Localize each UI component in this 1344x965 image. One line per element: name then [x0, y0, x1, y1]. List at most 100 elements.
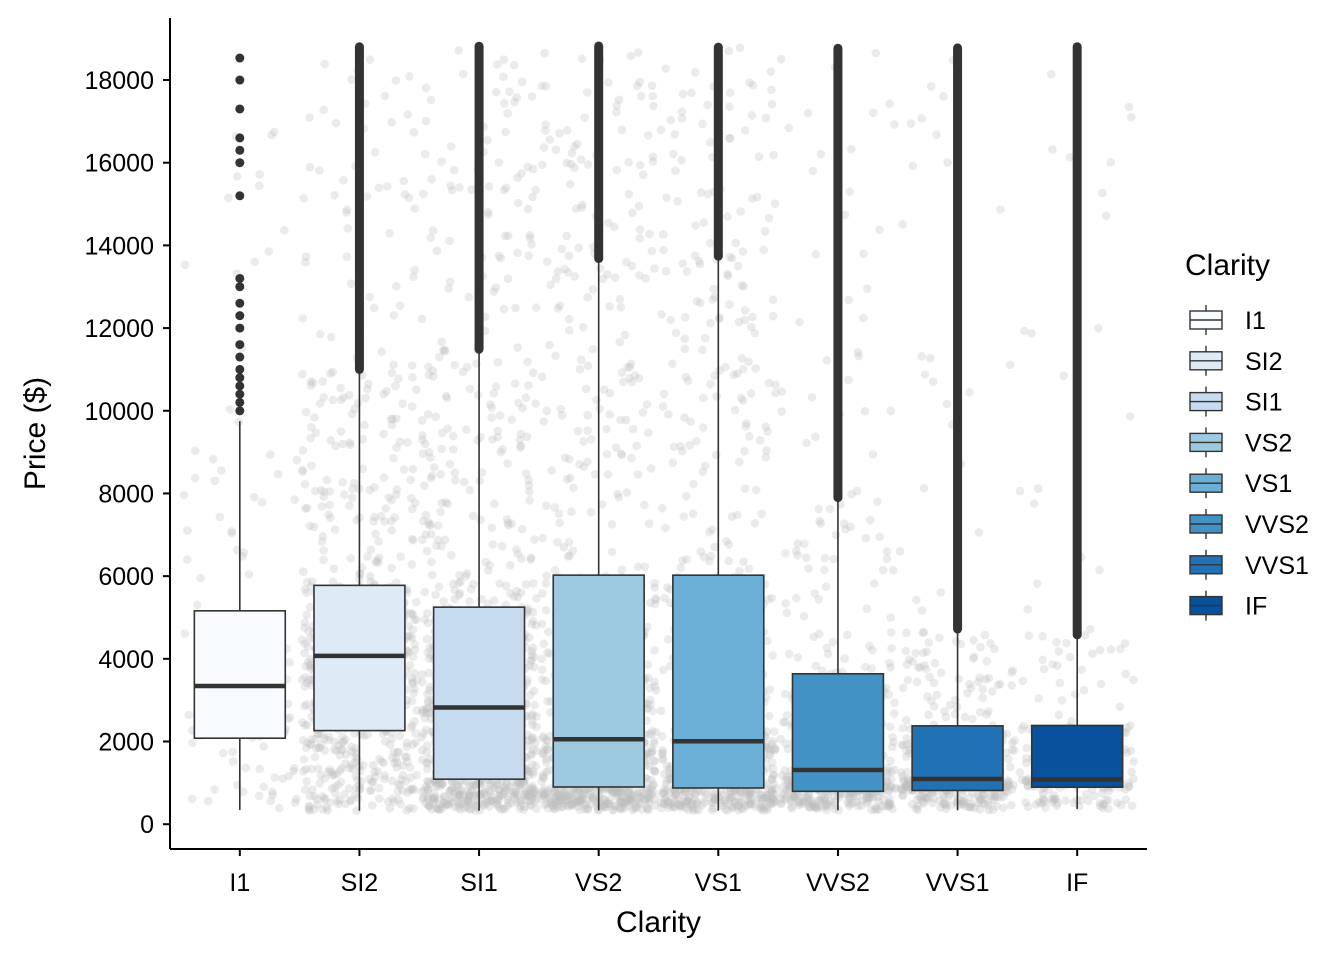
jitter-point	[778, 771, 787, 780]
jitter-point	[478, 799, 488, 809]
jitter-point	[429, 788, 439, 797]
jitter-point	[465, 781, 475, 791]
jitter-point	[650, 682, 660, 691]
jitter-point	[1104, 795, 1113, 805]
jitter-point	[559, 542, 569, 552]
jitter-point	[406, 723, 416, 732]
jitter-point	[484, 566, 493, 575]
jitter-point	[743, 796, 753, 805]
jitter-point	[425, 521, 434, 530]
jitter-point	[731, 238, 740, 248]
jitter-point	[890, 784, 900, 794]
jitter-point	[351, 748, 360, 758]
jitter-point	[793, 790, 802, 799]
jitter-point	[1067, 716, 1076, 726]
jitter-point	[470, 798, 480, 808]
jitter-point	[777, 387, 786, 396]
jitter-point	[468, 511, 478, 521]
jitter-point	[882, 547, 892, 556]
jitter-point	[521, 789, 530, 799]
jitter-point	[692, 296, 702, 306]
jitter-point	[336, 745, 346, 755]
jitter-point	[614, 95, 624, 105]
jitter-point	[747, 796, 756, 805]
outlier-point	[235, 191, 245, 201]
jitter-point	[650, 801, 660, 810]
jitter-point	[209, 455, 218, 464]
jitter-point	[424, 696, 433, 706]
jitter-point	[742, 788, 751, 797]
jitter-point	[646, 700, 655, 709]
jitter-point	[437, 780, 447, 789]
jitter-point	[311, 428, 321, 438]
jitter-point	[580, 113, 589, 122]
jitter-point	[448, 445, 458, 454]
jitter-point	[978, 693, 987, 702]
jitter-point	[421, 708, 431, 717]
jitter-point	[423, 410, 433, 419]
jitter-point	[520, 802, 529, 811]
x-tick-label: SI2	[341, 869, 379, 897]
jitter-point	[660, 784, 669, 794]
jitter-point	[677, 155, 686, 165]
jitter-point	[898, 220, 908, 229]
jitter-point	[666, 315, 676, 325]
jitter-point	[419, 793, 428, 802]
jitter-point	[380, 91, 390, 101]
jitter-point	[800, 539, 809, 549]
jitter-point	[678, 790, 688, 800]
jitter-point	[628, 424, 638, 434]
jitter-point	[408, 464, 418, 474]
jitter-point	[650, 736, 659, 745]
jitter-point	[928, 377, 938, 387]
jitter-point	[424, 708, 434, 718]
jitter-point	[319, 555, 328, 565]
jitter-point	[537, 619, 547, 629]
jitter-point	[852, 792, 862, 801]
jitter-point	[542, 257, 552, 266]
jitter-point	[411, 738, 421, 747]
jitter-point	[394, 747, 403, 757]
legend-item-SI1: SI1	[1189, 386, 1283, 417]
jitter-point	[969, 654, 978, 663]
jitter-point	[873, 497, 882, 507]
jitter-point	[740, 800, 749, 810]
jitter-point	[644, 761, 654, 771]
jitter-point	[412, 770, 421, 780]
jitter-point	[740, 484, 750, 494]
jitter-point	[982, 710, 991, 719]
jitter-point	[687, 787, 696, 797]
jitter-point	[517, 77, 527, 87]
jitter-point	[673, 197, 682, 206]
jitter-point	[627, 261, 637, 271]
jitter-point	[462, 778, 472, 787]
jitter-point	[392, 485, 402, 494]
jitter-point	[917, 352, 926, 361]
jitter-point	[812, 802, 822, 812]
jitter-point	[386, 414, 396, 424]
jitter-point	[493, 432, 503, 442]
jitter-point	[476, 432, 485, 442]
jitter-point	[564, 251, 574, 261]
jitter-point	[723, 212, 732, 221]
jitter-point	[432, 246, 442, 256]
jitter-point	[658, 748, 667, 758]
jitter-point	[399, 465, 409, 474]
jitter-point	[935, 633, 944, 642]
jitter-point	[992, 801, 1001, 811]
jitter-point	[715, 793, 724, 802]
jitter-point	[898, 791, 908, 801]
jitter-point	[409, 128, 419, 137]
jitter-point	[539, 773, 549, 782]
jitter-point	[757, 805, 767, 815]
jitter-point	[384, 493, 394, 502]
jitter-point	[366, 786, 376, 795]
jitter-point	[406, 609, 415, 619]
jitter-point	[822, 800, 831, 810]
jitter-point	[583, 804, 592, 814]
jitter-point	[505, 87, 514, 96]
jitter-point	[306, 664, 316, 673]
jitter-point	[921, 793, 931, 803]
jitter-point	[514, 781, 524, 791]
jitter-point	[519, 790, 529, 800]
